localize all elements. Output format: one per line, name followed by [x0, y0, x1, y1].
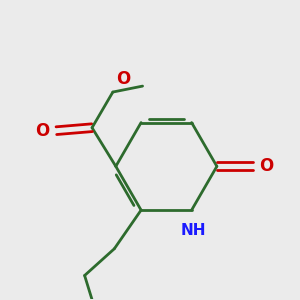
Text: O: O — [259, 157, 273, 175]
Text: O: O — [116, 70, 130, 88]
Text: NH: NH — [180, 223, 206, 238]
Text: O: O — [36, 122, 50, 140]
